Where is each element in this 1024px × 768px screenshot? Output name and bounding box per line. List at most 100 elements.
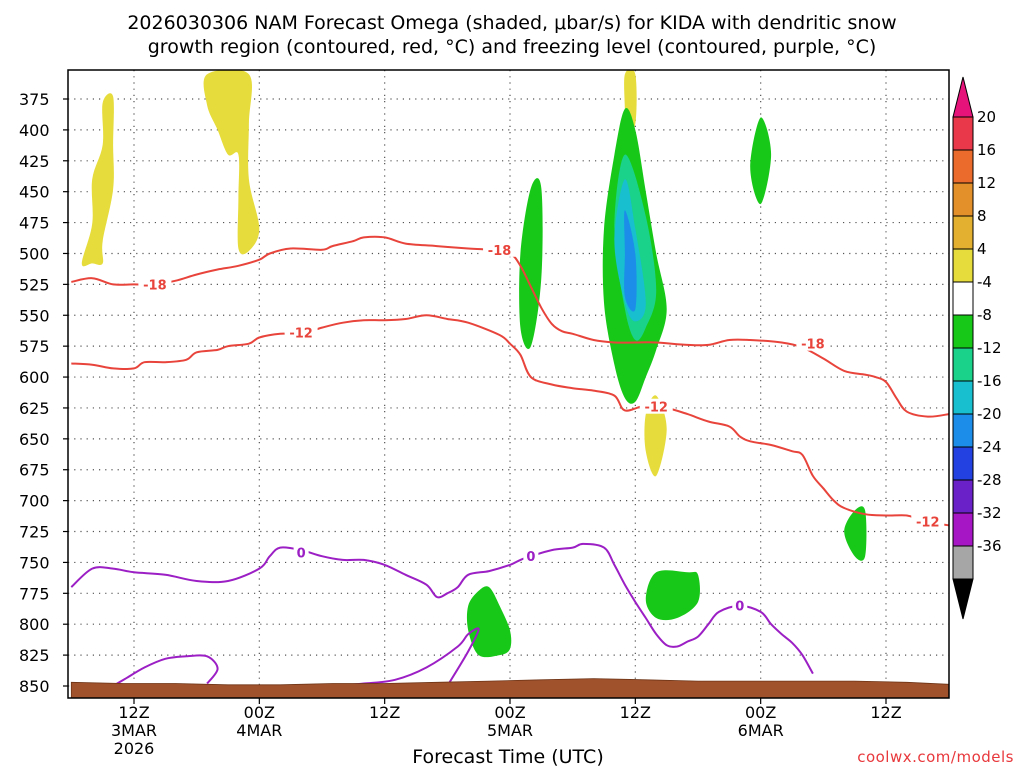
- colorbar-band: [952, 248, 974, 283]
- contour-label: -12: [916, 516, 940, 531]
- contour-label: -12: [644, 401, 668, 416]
- y-tick-label: 450: [19, 183, 50, 202]
- omega-shaded-region: [519, 178, 543, 349]
- colorbar-band: [952, 116, 974, 151]
- colorbar-label: -4: [977, 273, 992, 291]
- dgz-minus18-contour: [71, 235, 949, 418]
- colorbar-band: [952, 281, 974, 316]
- y-tick-label: 675: [19, 461, 50, 480]
- gridlines: [68, 70, 949, 698]
- colorbar-band: [952, 380, 974, 415]
- omega-shading: [81, 70, 867, 658]
- y-tick-label: 500: [19, 244, 50, 263]
- x-axis-title: Forecast Time (UTC): [412, 746, 603, 768]
- colorbar-band: [952, 446, 974, 481]
- contour-label: -18: [488, 244, 512, 259]
- contour-label-background: [639, 398, 673, 414]
- colorbar-label: -8: [977, 306, 992, 324]
- plot-area: [68, 70, 949, 698]
- colorbar-label: -28: [977, 471, 1002, 489]
- omega-colorbar: 20 16 12 8 4 -4 -8 -12 -16 -20 -24 -28 -32 -36: [952, 76, 1002, 620]
- omega-shaded-region: [644, 395, 667, 477]
- chart-title-line-1: 2026030306 NAM Forecast Omega (shaded, μ…: [127, 12, 896, 34]
- colorbar-label: 8: [977, 207, 987, 225]
- x-tick-label: 00Z: [494, 703, 525, 722]
- colorbar-label: -20: [977, 405, 1002, 423]
- x-tick-label: 2026: [114, 739, 155, 758]
- x-tick-label: 12Z: [620, 703, 651, 722]
- contour-label-background: [911, 513, 945, 529]
- colorbar-label: -24: [977, 438, 1002, 456]
- terrain-fill: [70, 678, 949, 698]
- colorbar-band: [952, 545, 974, 580]
- x-tick-label: 6MAR: [738, 721, 784, 740]
- contour-label: -18: [801, 338, 825, 353]
- contour-label-background: [483, 241, 517, 257]
- contour-label-background: [796, 335, 830, 351]
- y-tick-label: 850: [19, 677, 50, 696]
- terrain: [70, 678, 949, 698]
- x-tick-label: 12Z: [870, 703, 901, 722]
- x-tick-label: 4MAR: [236, 721, 282, 740]
- colorbar-band: [952, 149, 974, 184]
- y-tick-label: 425: [19, 152, 50, 171]
- y-tick-label: 525: [19, 275, 50, 294]
- credit-text: coolwx.com/models: [857, 748, 1014, 766]
- chart-title-line-2: growth region (contoured, red, °C) and f…: [148, 36, 877, 58]
- colorbar-label: 16: [977, 141, 996, 159]
- omega-shaded-region: [750, 117, 772, 205]
- y-tick-label: 400: [19, 121, 50, 140]
- freezing-level-contour: [70, 542, 814, 675]
- freezing-level-contour-low: [332, 627, 480, 687]
- omega-shaded-region: [81, 93, 114, 267]
- freezing-level-contour-low: [102, 654, 219, 694]
- contour-label-background: [284, 324, 318, 340]
- omega-shaded-region: [466, 586, 512, 658]
- y-tick-label: 775: [19, 584, 50, 603]
- y-axis-pressure: 375 400 425 450 475 500 525 550 575 600 625 650 675 7…: [19, 90, 68, 696]
- x-tick-label: 00Z: [745, 703, 776, 722]
- contour-label: 0: [526, 550, 535, 565]
- y-tick-label: 700: [19, 492, 50, 511]
- colorbar-label: 20: [977, 108, 996, 126]
- colorbar-band: [952, 413, 974, 448]
- y-tick-label: 650: [19, 430, 50, 449]
- omega-shaded-region: [645, 570, 701, 621]
- colorbar-top-arrow: [952, 76, 974, 118]
- y-tick-label: 800: [19, 615, 50, 634]
- omega-shaded-region: [203, 70, 260, 255]
- y-tick-label: 475: [19, 214, 50, 233]
- contour-label: -12: [289, 327, 313, 342]
- colorbar-band: [952, 215, 974, 250]
- colorbar-label: 12: [977, 174, 996, 192]
- contour-labels: -18 -18 -18 -12 -12 -12 0 0 0: [138, 241, 945, 615]
- contour-label-background: [732, 597, 748, 613]
- y-tick-label: 600: [19, 368, 50, 387]
- contour-label: 0: [297, 547, 306, 562]
- colorbar-band: [952, 314, 974, 349]
- dgz-minus12-contour: [71, 314, 949, 527]
- x-tick-label: 3MAR: [111, 721, 157, 740]
- temperature-contours: [70, 235, 949, 694]
- y-tick-label: 725: [19, 523, 50, 542]
- x-tick-label: 12Z: [118, 703, 149, 722]
- omega-shaded-region: [844, 506, 867, 561]
- contour-label-background: [138, 276, 172, 292]
- contour-label: -18: [143, 278, 167, 293]
- contour-label-background: [523, 548, 539, 564]
- y-tick-label: 750: [19, 553, 50, 572]
- contour-label: 0: [735, 600, 744, 615]
- colorbar-label: -12: [977, 339, 1002, 357]
- colorbar-band: [952, 512, 974, 547]
- y-tick-label: 825: [19, 646, 50, 665]
- contour-label-background: [293, 544, 309, 560]
- x-tick-label: 12Z: [369, 703, 400, 722]
- x-tick-label: 00Z: [244, 703, 275, 722]
- colorbar-label: -36: [977, 537, 1002, 555]
- y-tick-label: 575: [19, 337, 50, 356]
- colorbar-label: -16: [977, 372, 1002, 390]
- colorbar-label: 4: [977, 240, 987, 258]
- colorbar-band: [952, 347, 974, 382]
